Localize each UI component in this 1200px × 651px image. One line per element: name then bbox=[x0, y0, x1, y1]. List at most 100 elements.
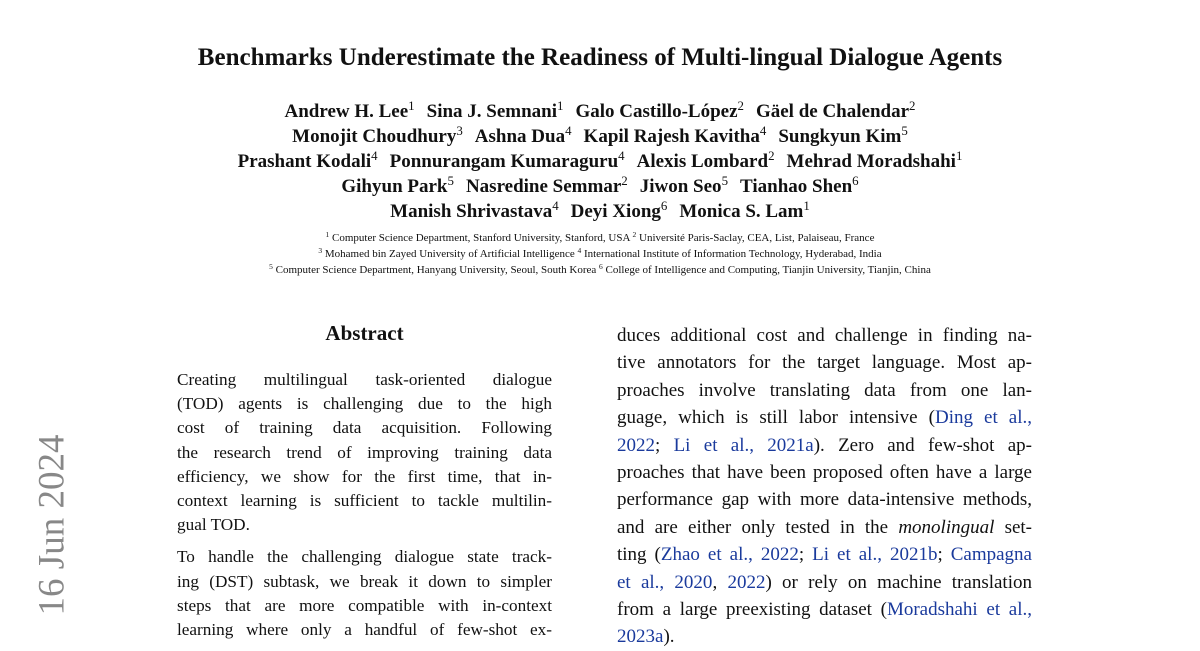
text-run: ; bbox=[937, 544, 951, 566]
affiliation-mark: 4 bbox=[565, 122, 572, 138]
author-name: Monojit Choudhury bbox=[292, 126, 457, 147]
citation[interactable]: 2022 bbox=[617, 434, 655, 456]
author: Mehrad Moradshahi1 bbox=[787, 147, 963, 172]
author-line: Monojit Choudhury3 Ashna Dua4 Kapil Rajesh… bbox=[0, 124, 1200, 149]
text-line: and are either only tested in the monoli… bbox=[617, 514, 1032, 541]
citation[interactable]: Campagna bbox=[950, 544, 1032, 566]
author-name: Ponnurangam Kumaraguru bbox=[389, 151, 619, 172]
text-line: 2023a). bbox=[617, 623, 1032, 650]
author: Alexis Lombard2 bbox=[636, 147, 775, 172]
citation[interactable]: Li et al., 2021a bbox=[673, 434, 814, 456]
abstract-paragraph: Creating multilingual task-oriented dial… bbox=[177, 368, 552, 537]
author: Kapil Rajesh Kavitha4 bbox=[584, 124, 767, 147]
author: Gäel de Chalendar2 bbox=[756, 97, 916, 122]
text-run: ; bbox=[655, 434, 674, 456]
affiliation-line: 3 Mohamed bin Zayed University of Artifi… bbox=[0, 246, 1200, 262]
affiliation-mark: 6 bbox=[660, 197, 668, 213]
text-run: set- bbox=[994, 516, 1032, 538]
text-line: ting (Zhao et al., 2022; Li et al., 2021… bbox=[617, 541, 1032, 568]
text-run: from a large preexisting dataset ( bbox=[617, 598, 887, 620]
author: Ponnurangam Kumaraguru4 bbox=[389, 147, 625, 172]
text-line: learning where only a handful of few-sho… bbox=[177, 619, 552, 639]
affiliation-mark: 6 bbox=[599, 261, 603, 271]
affiliation-mark: 5 bbox=[447, 172, 454, 188]
authors: Andrew H. Lee1 Sina J. Semnani1 Galo Casti… bbox=[0, 99, 1200, 224]
affiliation-mark: 1 bbox=[408, 97, 415, 113]
author-name: Sina J. Semnani bbox=[426, 101, 558, 122]
text-line: cost of training data acquisition. Follo… bbox=[177, 418, 552, 438]
text-line: (TOD) agents is challenging due to the h… bbox=[177, 394, 552, 414]
text-run: ). bbox=[663, 626, 675, 648]
text-line: steps that are more compatible with in-c… bbox=[177, 595, 552, 615]
text-line: et al., 2020, 2022) or rely on machine t… bbox=[617, 569, 1032, 596]
author-name: Ashna Dua bbox=[474, 126, 566, 147]
affiliation-mark: 3 bbox=[456, 122, 463, 138]
abstract-heading: Abstract bbox=[325, 321, 404, 345]
affiliation-mark: 1 bbox=[325, 229, 330, 239]
affiliation-mark: 5 bbox=[269, 261, 273, 271]
affiliation: Université Paris-Saclay, CEA, List, Pala… bbox=[639, 232, 875, 244]
affiliation-line: 5 Computer Science Department, Hanyang U… bbox=[0, 262, 1200, 278]
affiliation-mark: 1 bbox=[955, 147, 963, 163]
affiliation-mark: 3 bbox=[318, 245, 323, 255]
citation[interactable]: 2022 bbox=[727, 571, 766, 593]
author-name: Tianhao Shen bbox=[740, 176, 853, 197]
citation[interactable]: 2023a bbox=[617, 626, 664, 648]
affiliation: College of Intelligence and Computing, T… bbox=[605, 264, 931, 276]
author-name: Manish Shrivastava bbox=[390, 201, 553, 222]
text-run: performance gap with more data-intensive… bbox=[617, 489, 1032, 511]
author: Nasredine Semmar2 bbox=[465, 172, 628, 197]
text-run: and are either only tested in the bbox=[617, 516, 899, 538]
author-name: Deyi Xiong bbox=[570, 201, 661, 222]
affiliation-mark: 2 bbox=[621, 172, 628, 188]
author-name: Jiwon Seo bbox=[639, 176, 722, 197]
author-name: Gihyun Park bbox=[341, 176, 448, 197]
abstract-paragraph: To handle the challenging dialogue state… bbox=[177, 545, 552, 642]
affiliation-line: 1 Computer Science Department, Stanford … bbox=[0, 230, 1200, 246]
affiliation-mark: 4 bbox=[618, 147, 625, 163]
text-run: ). Zero and few-shot ap- bbox=[813, 434, 1032, 456]
text-line: efficiency, we show for the first time, … bbox=[177, 466, 552, 486]
text-line: from a large preexisting dataset (Morads… bbox=[617, 596, 1032, 623]
citation[interactable]: Li et al., 2021b bbox=[812, 544, 938, 566]
author: Sungkyun Kim5 bbox=[778, 124, 908, 147]
text-run: proaches involve translating data from o… bbox=[617, 379, 1032, 401]
author-name: Galo Castillo-López bbox=[575, 101, 738, 122]
text-line: performance gap with more data-intensive… bbox=[617, 486, 1032, 513]
affiliation: Computer Science Department, Stanford Un… bbox=[332, 232, 630, 244]
text-line: tive annotators for the target language.… bbox=[617, 349, 1032, 376]
author: Monica S. Lam1 bbox=[679, 199, 809, 222]
text-line: context learning is sufficient to tackle… bbox=[177, 490, 552, 510]
author: Manish Shrivastava4 bbox=[390, 199, 559, 222]
author-name: Alexis Lombard bbox=[636, 151, 769, 172]
citation[interactable]: et al., 2020 bbox=[617, 571, 713, 593]
citation[interactable]: Ding et al., bbox=[934, 407, 1032, 429]
affiliation: International Institute of Information T… bbox=[583, 248, 882, 260]
text-line: To handle the challenging dialogue state… bbox=[177, 547, 552, 567]
author-name: Nasredine Semmar bbox=[465, 176, 622, 197]
author: Gihyun Park5 bbox=[341, 172, 454, 197]
affiliation: Computer Science Department, Hanyang Uni… bbox=[275, 264, 597, 276]
text-run: guage, which is still labor intensive ( bbox=[617, 407, 935, 429]
text-run: duces additional cost and challenge in f… bbox=[617, 325, 1032, 346]
author: Galo Castillo-López2 bbox=[575, 99, 743, 122]
affiliation-mark: 4 bbox=[371, 147, 378, 163]
citation[interactable]: Moradshahi et al., bbox=[886, 598, 1032, 620]
text-line: Creating multilingual task-oriented dial… bbox=[177, 370, 552, 389]
affiliations: 1 Computer Science Department, Stanford … bbox=[0, 230, 1200, 278]
text-line: guage, which is still labor intensive (D… bbox=[617, 404, 1032, 431]
text-line: gual TOD. bbox=[177, 515, 250, 535]
author: Monojit Choudhury3 bbox=[292, 122, 463, 147]
author-line: Manish Shrivastava4 Deyi Xiong6 Monica S. … bbox=[0, 199, 1200, 224]
affiliation-mark: 2 bbox=[768, 147, 775, 163]
text-line: 2022; Li et al., 2021a). Zero and few-sh… bbox=[617, 432, 1032, 459]
text-line: ing (DST) subtask, we break it down to s… bbox=[177, 571, 552, 591]
text-run: ; bbox=[798, 544, 813, 566]
text-line: proaches involve translating data from o… bbox=[617, 377, 1032, 404]
author-name: Sungkyun Kim bbox=[778, 126, 902, 147]
citation[interactable]: Zhao et al., 2022 bbox=[660, 544, 799, 566]
author: Tianhao Shen6 bbox=[740, 174, 859, 197]
affiliation-mark: 2 bbox=[909, 97, 916, 113]
text-run: , bbox=[712, 571, 728, 593]
